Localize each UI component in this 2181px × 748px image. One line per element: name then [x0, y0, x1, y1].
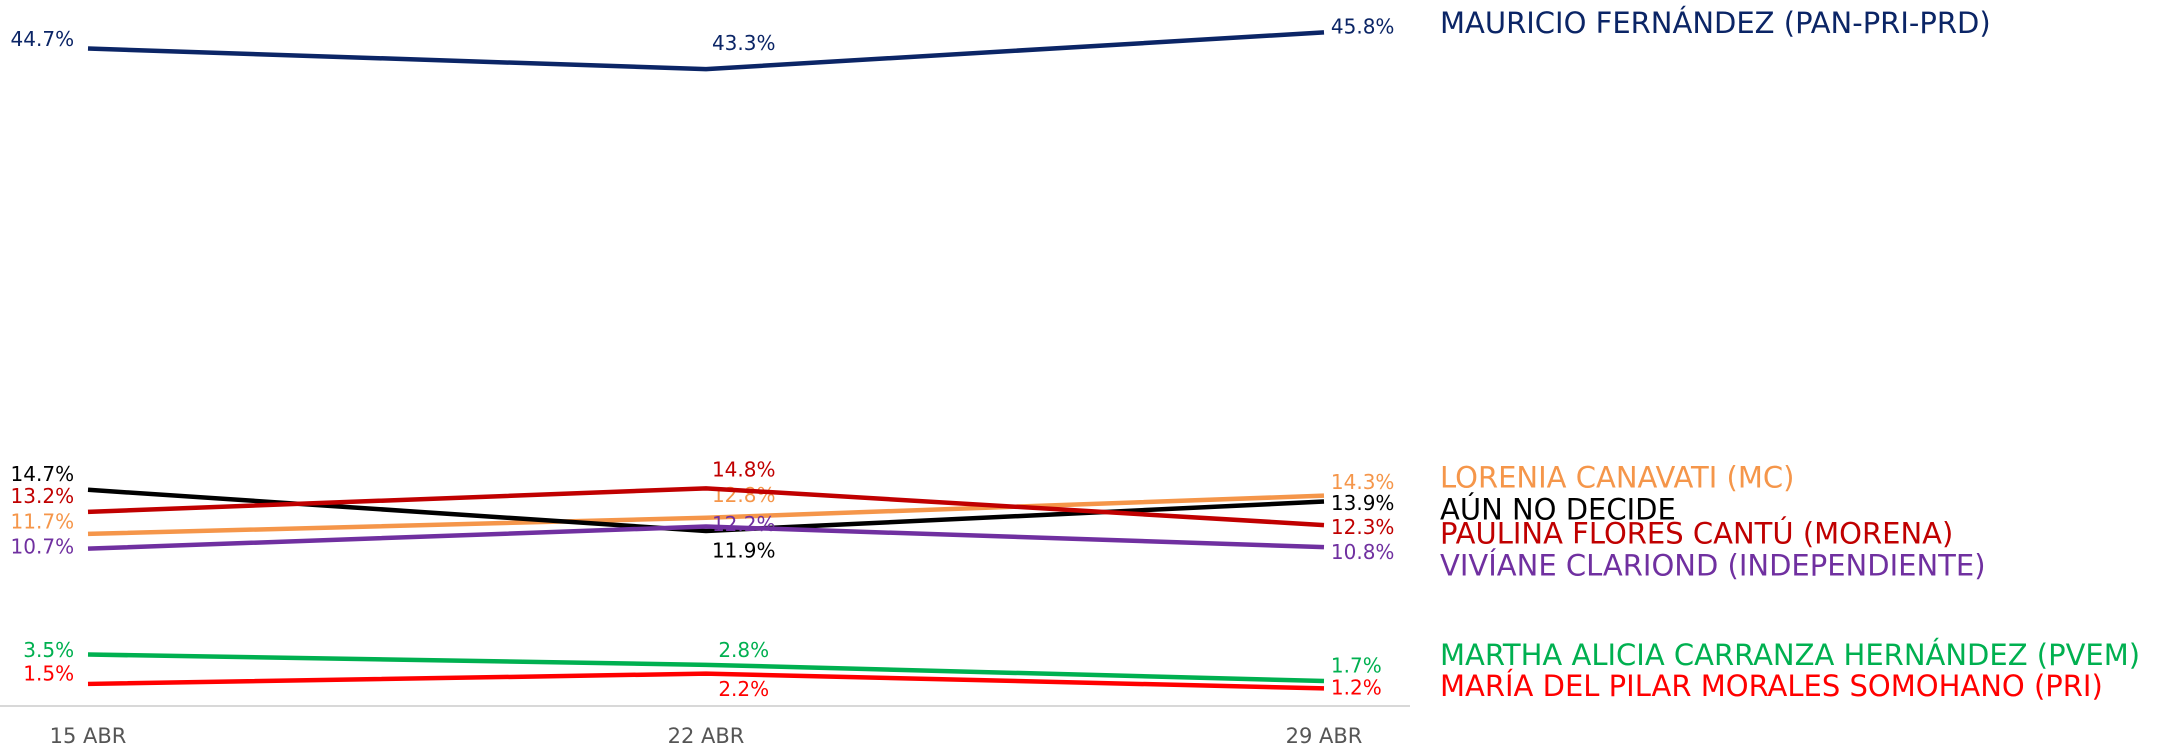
- data-label: 1.5%: [23, 662, 74, 686]
- x-tick-label: 22 ABR: [668, 724, 745, 748]
- data-label: 13.2%: [11, 484, 75, 508]
- data-label: 12.2%: [712, 512, 776, 536]
- series-line: [87, 493, 1325, 537]
- data-label: 2.2%: [718, 677, 769, 701]
- x-tick-label: 15 ABR: [50, 724, 127, 748]
- data-label: 43.3%: [712, 31, 776, 55]
- series-line: [87, 486, 1325, 528]
- x-tick-label: 29 ABR: [1286, 724, 1363, 748]
- series-line: [87, 30, 1325, 72]
- data-label: 3.5%: [23, 638, 74, 662]
- legend-label: VIVÍANE CLARIOND (INDEPENDIENTE): [1440, 549, 1986, 583]
- data-label: 13.9%: [1331, 491, 1395, 515]
- data-label: 14.7%: [11, 462, 75, 486]
- legend-label: AÚN NO DECIDE: [1440, 493, 1676, 527]
- data-label: 11.9%: [712, 539, 776, 563]
- legend-label: MARTHA ALICIA CARRANZA HERNÁNDEZ (PVEM): [1440, 638, 2140, 672]
- data-label: 1.7%: [1331, 653, 1382, 677]
- data-label: 1.2%: [1331, 676, 1382, 700]
- data-label: 11.7%: [11, 509, 75, 533]
- data-label: 14.8%: [712, 458, 776, 482]
- data-label: 10.7%: [11, 535, 75, 559]
- series-line: [87, 652, 1325, 684]
- data-label: 45.8%: [1331, 14, 1395, 38]
- data-label: 44.7%: [11, 27, 75, 51]
- data-label: 2.8%: [718, 638, 769, 662]
- data-label: 14.3%: [1331, 470, 1395, 494]
- legend-label: LORENIA CANAVATI (MC): [1440, 461, 1794, 495]
- data-label: 12.3%: [1331, 515, 1395, 539]
- data-label: 10.8%: [1331, 540, 1395, 564]
- series-line: [87, 524, 1325, 551]
- legend-label: PAULINA FLORES CANTÚ (MORENA): [1440, 516, 1953, 550]
- legend-label: MAURICIO FERNÁNDEZ (PAN-PRI-PRD): [1440, 6, 1991, 40]
- data-label: 12.8%: [712, 483, 776, 507]
- series-line: [87, 671, 1325, 691]
- legend-label: MARÍA DEL PILAR MORALES SOMOHANO (PRI): [1440, 669, 2103, 703]
